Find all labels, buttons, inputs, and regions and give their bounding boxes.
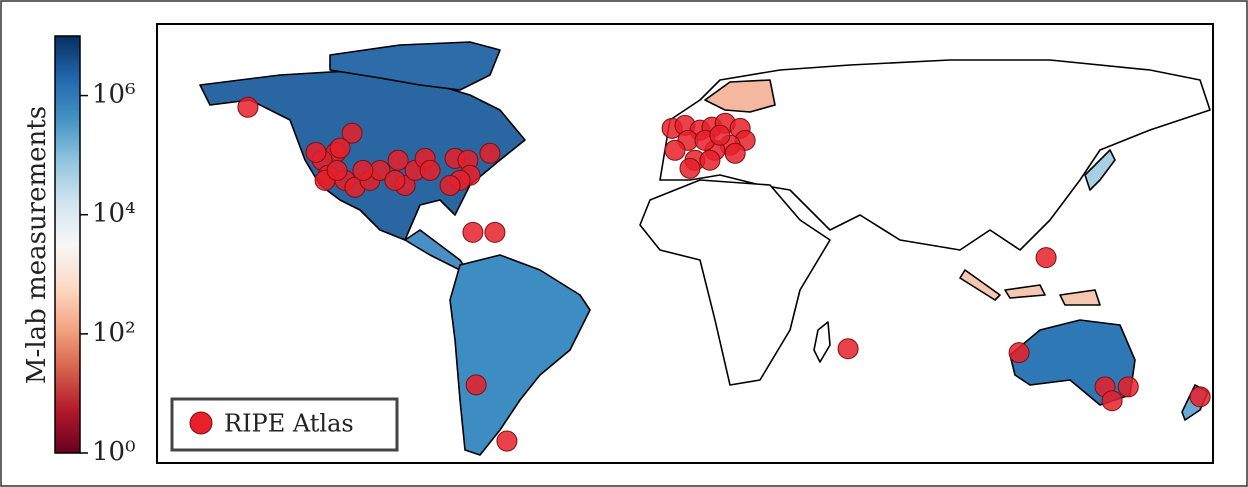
probe-point xyxy=(709,124,731,146)
legend-label: RIPE Atlas xyxy=(224,410,354,438)
probe-point xyxy=(305,141,327,163)
land-south-america xyxy=(449,254,591,456)
land-africa xyxy=(639,179,831,386)
colorbar xyxy=(54,35,81,454)
probe-point xyxy=(496,430,518,452)
probe-point xyxy=(326,159,348,181)
map-frame xyxy=(156,23,1214,464)
probe-point xyxy=(384,169,406,191)
probe-point xyxy=(1035,247,1057,269)
land-scandinavia xyxy=(704,79,776,113)
probe-point xyxy=(837,338,859,360)
colorbar-tick-label: 10² xyxy=(92,318,136,348)
probe-point xyxy=(419,159,441,181)
probe-point xyxy=(352,159,374,181)
probe-point xyxy=(679,157,701,179)
probe-point xyxy=(1117,376,1139,398)
probe-point xyxy=(329,137,351,159)
colorbar-ticks: 10⁰ 10² 10⁴ 10⁶ xyxy=(80,80,136,467)
probe-point xyxy=(664,139,686,161)
colorbar-tick-label: 10⁶ xyxy=(92,80,136,110)
probe-point xyxy=(699,149,721,171)
land-eurasia xyxy=(659,59,1211,251)
probe-point xyxy=(341,122,363,144)
probe-point xyxy=(465,374,487,396)
colorbar-tick-label: 10⁰ xyxy=(92,437,136,467)
colorbar-label: M-lab measurements xyxy=(22,106,52,384)
land-madagascar xyxy=(813,321,831,363)
probe-point xyxy=(439,174,461,196)
probe-point xyxy=(387,149,409,171)
land-indonesia xyxy=(959,269,1101,306)
probe-point xyxy=(1101,390,1123,412)
probe-point xyxy=(1189,386,1211,408)
colorbar-tick-label: 10⁴ xyxy=(92,199,136,229)
probe-point xyxy=(479,142,501,164)
probe-point xyxy=(484,221,506,243)
points-layer xyxy=(237,96,1211,452)
land-greenland xyxy=(329,41,501,91)
basemap xyxy=(199,41,1211,456)
probe-point xyxy=(724,142,746,164)
probe-point xyxy=(462,221,484,243)
land-japan xyxy=(1084,149,1116,191)
probe-point xyxy=(237,96,259,118)
legend-marker xyxy=(189,411,213,435)
probe-point xyxy=(1008,342,1030,364)
